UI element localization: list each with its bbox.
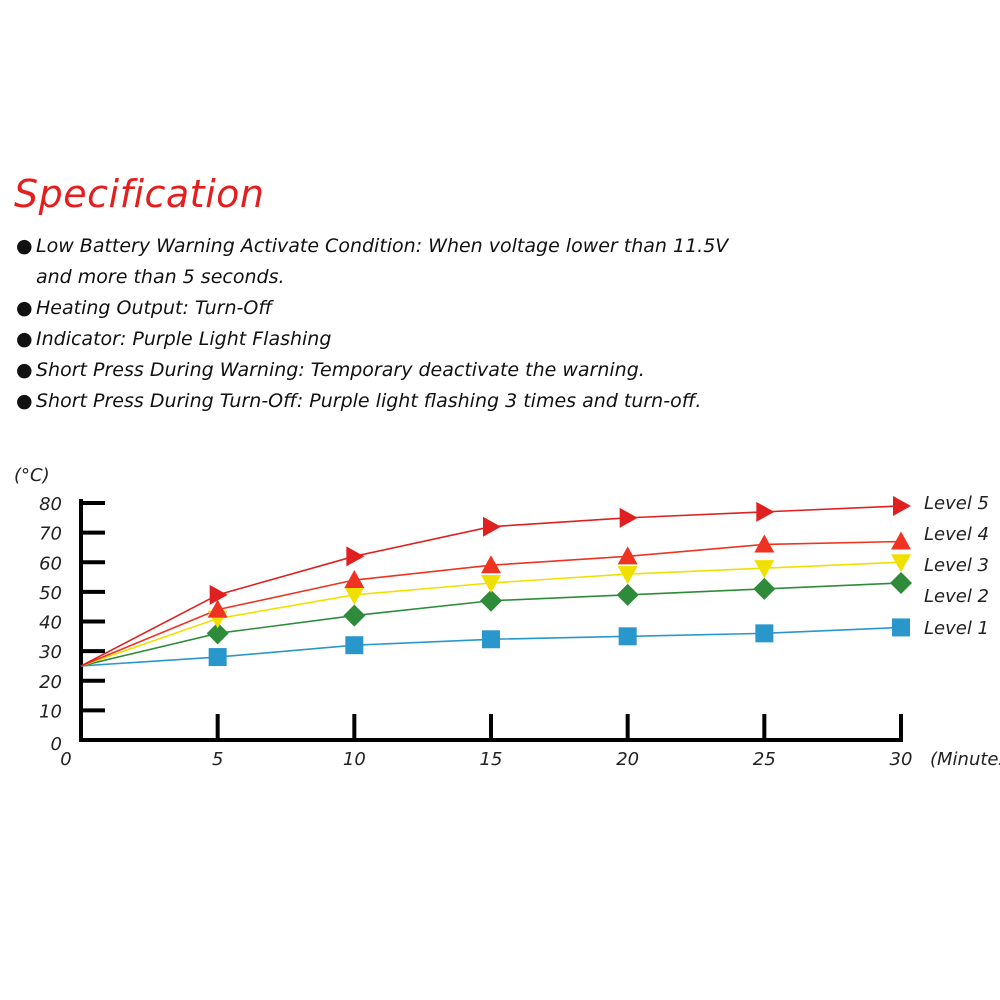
x-tick-label: 20	[616, 749, 639, 770]
y-tick-label: 30	[39, 642, 62, 663]
data-point	[890, 571, 912, 594]
y-tick-label: 70	[39, 524, 62, 545]
data-point	[343, 604, 366, 627]
temperature-chart: 0 10 20 30 40 50 60 70 80 0 5 10 15 20 25 30 (°C) (Minute…	[14, 465, 1000, 770]
spec-item-heating-output: ● Heating Output: Turn-Off	[16, 293, 996, 324]
data-point	[891, 531, 911, 550]
x-tick-label: 15	[480, 749, 503, 770]
series-label: Level 5	[924, 493, 989, 514]
series-label: Level 2	[924, 586, 989, 607]
bullet-icon: ●	[16, 328, 33, 350]
spec-text: Short Press During Turn-Off: Purple ligh…	[36, 390, 702, 412]
spec-item-short-press-warning: ● Short Press During Warning: Temporary d…	[16, 355, 996, 386]
data-point	[891, 554, 911, 573]
y-tick-label: 10	[39, 701, 62, 722]
bullet-icon: ●	[16, 235, 33, 257]
data-point	[618, 627, 637, 646]
data-point	[345, 636, 364, 655]
series-label: Level 4	[924, 524, 989, 545]
data-point	[208, 648, 227, 667]
data-point	[616, 583, 639, 606]
bullet-icon: ●	[16, 390, 33, 412]
data-point	[483, 516, 501, 537]
data-point	[754, 560, 775, 579]
series-label: Level 3	[924, 555, 989, 576]
spec-item-low-battery: ● Low Battery Warning Activate Condition:…	[16, 231, 996, 293]
data-point	[346, 546, 365, 567]
x-tick-label: 25	[753, 749, 776, 770]
spec-list: ● Low Battery Warning Activate Condition:…	[16, 231, 996, 417]
data-point	[892, 618, 910, 637]
y-tick-label: 20	[39, 672, 62, 693]
spec-item-indicator: ● Indicator: Purple Light Flashing	[16, 324, 996, 355]
data-point	[619, 507, 638, 528]
page-title: Specification	[14, 172, 265, 216]
y-axis-label: (°C)	[14, 465, 50, 486]
y-tick-label: 60	[39, 553, 62, 574]
data-point	[481, 555, 501, 574]
data-point	[207, 599, 228, 618]
data-point	[344, 586, 365, 605]
data-point	[756, 501, 775, 522]
data-point	[617, 546, 638, 565]
x-tick-label: 10	[343, 749, 366, 770]
data-point	[753, 577, 776, 600]
data-point	[480, 589, 502, 612]
y-tick-label: 40	[39, 613, 62, 634]
data-point	[206, 622, 229, 645]
spec-text: and more than 5 seconds.	[36, 266, 285, 288]
spec-text: Heating Output: Turn-Off	[36, 297, 273, 319]
x-tick-label: 5	[212, 749, 223, 770]
bullet-icon: ●	[16, 359, 33, 381]
bullet-icon: ●	[16, 297, 33, 319]
spec-text: Short Press During Warning: Temporary de…	[36, 359, 645, 381]
x-tick-label: 30	[890, 749, 913, 770]
data-point	[617, 566, 638, 585]
spec-text: Low Battery Warning Activate Condition: …	[36, 235, 729, 257]
spec-text: Indicator: Purple Light Flashing	[36, 328, 332, 350]
series-label: Level 1	[924, 618, 989, 639]
data-point	[481, 574, 501, 593]
data-point	[893, 495, 911, 516]
y-tick-label: 0	[51, 734, 62, 755]
data-point	[482, 630, 500, 649]
data-point	[344, 570, 365, 589]
x-axis-label: (Minutes)	[930, 749, 1000, 770]
data-point	[755, 624, 774, 643]
data-point	[754, 534, 775, 553]
y-tick-label: 80	[39, 494, 62, 515]
y-tick-label: 50	[39, 583, 62, 604]
data-point	[209, 584, 228, 605]
spec-item-short-press-turnoff: ● Short Press During Turn-Off: Purple lig…	[16, 386, 996, 417]
x-tick-label: 0	[60, 749, 71, 770]
